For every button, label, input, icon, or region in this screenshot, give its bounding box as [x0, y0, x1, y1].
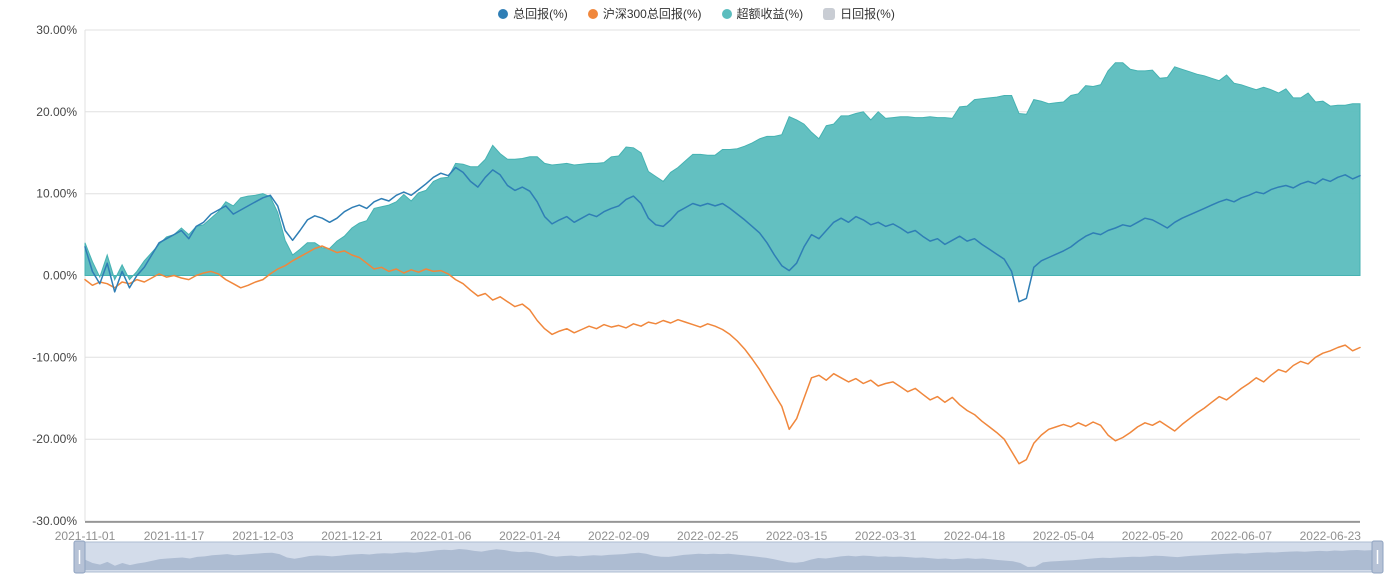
x-axis-label: 2021-12-21	[321, 529, 383, 543]
x-axis-label: 2022-02-09	[588, 529, 650, 543]
x-axis-label: 2021-12-03	[232, 529, 294, 543]
series-area-excess-return	[84, 62, 1361, 281]
y-axis-label: -30.00%	[32, 514, 77, 528]
x-axis-label: 2022-01-06	[410, 529, 472, 543]
datazoom-right-handle[interactable]	[1371, 540, 1384, 574]
legend-item-daily-return[interactable]: 日回报(%)	[823, 5, 895, 22]
y-axis-label: -10.00%	[32, 350, 77, 364]
x-axis-label: 2022-04-18	[944, 529, 1006, 543]
legend-label: 沪深300总回报(%)	[602, 7, 702, 21]
legend-circle-marker-icon	[498, 8, 509, 19]
datazoom-series-preview	[85, 549, 1372, 570]
x-axis-label: 2021-11-01	[55, 529, 116, 543]
legend-item-total-return[interactable]: 总回报(%)	[498, 5, 568, 22]
legend-label: 超额收益(%)	[736, 7, 804, 21]
y-axis-label: 0.00%	[43, 269, 77, 283]
legend-item-csi300-total-return[interactable]: 沪深300总回报(%)	[587, 5, 702, 22]
legend-rect-marker-icon	[823, 7, 836, 20]
legend-item-excess-return[interactable]: 超额收益(%)	[721, 5, 804, 22]
legend-label: 日回报(%)	[840, 7, 895, 21]
y-axis-label: 30.00%	[36, 23, 77, 37]
x-axis-label: 2022-05-20	[1122, 529, 1184, 543]
y-axis-label: -20.00%	[32, 432, 77, 446]
y-axis-label: 10.00%	[36, 187, 77, 201]
series-line-total-return	[84, 166, 1361, 303]
x-axis-label: 2022-06-23	[1300, 529, 1362, 543]
x-axis-label: 2022-05-04	[1033, 529, 1095, 543]
legend-label: 总回报(%)	[513, 7, 568, 21]
x-axis-label: 2022-02-25	[677, 529, 739, 543]
x-axis-label: 2022-06-07	[1211, 529, 1273, 543]
x-axis-label: 2022-03-15	[766, 529, 828, 543]
legend-circle-marker-icon	[587, 8, 598, 19]
datazoom-left-handle[interactable]	[73, 540, 86, 574]
legend-circle-marker-icon	[721, 8, 732, 19]
chart-legend: 总回报(%) 沪深300总回报(%) 超额收益(%) 日回报(%)	[0, 5, 1393, 22]
y-axis-label: 20.00%	[36, 105, 77, 119]
x-axis-label: 2022-01-24	[499, 529, 561, 543]
series-line-csi300-total-return	[84, 245, 1361, 465]
x-axis-label: 2022-03-31	[855, 529, 917, 543]
x-axis-label: 2021-11-17	[144, 529, 205, 543]
